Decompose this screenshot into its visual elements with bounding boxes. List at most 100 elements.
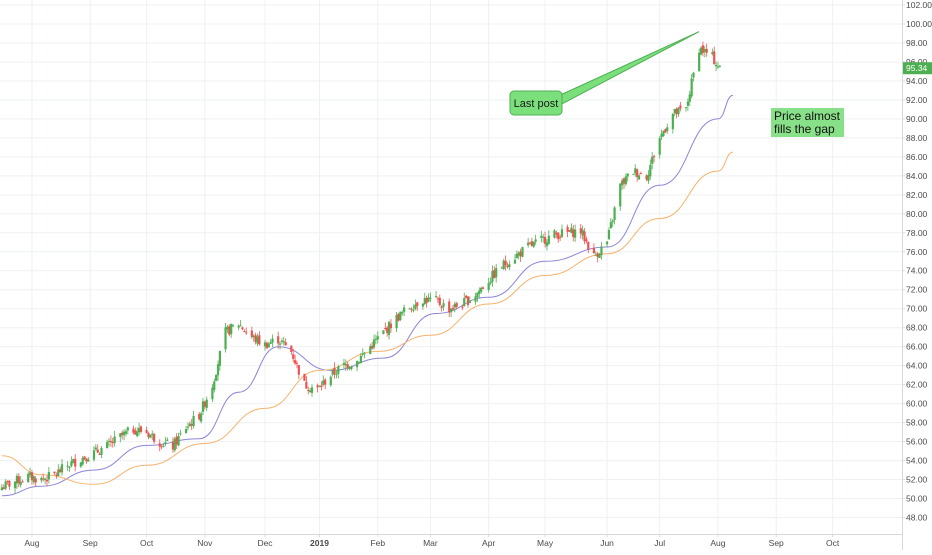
candle	[107, 437, 111, 447]
candle	[647, 170, 650, 184]
candle	[57, 464, 60, 477]
candle-body	[716, 66, 720, 68]
candle-body	[651, 156, 654, 164]
candle	[399, 311, 402, 322]
candle-body	[320, 385, 323, 388]
candle	[278, 341, 282, 350]
moving-average-line-2	[1, 151, 734, 485]
time-axis-label: Mar	[423, 538, 438, 548]
time-axis-label: Oct	[826, 538, 840, 548]
candle	[32, 475, 35, 485]
candle	[295, 360, 299, 369]
candle-body	[558, 236, 562, 238]
candle	[465, 294, 468, 299]
candle	[468, 296, 471, 304]
price-axis-label: 80.00	[906, 209, 928, 219]
candle-body	[198, 414, 201, 420]
candle-body	[677, 107, 680, 115]
last-price-marker	[903, 62, 932, 75]
candle-body	[2, 487, 5, 489]
candle-body	[205, 399, 208, 408]
candle	[145, 426, 148, 434]
candle	[6, 480, 9, 485]
price-axis-label: 72.00	[906, 285, 928, 295]
candle	[481, 286, 485, 290]
candle-body	[224, 327, 227, 350]
candle-body	[703, 49, 706, 53]
candle	[557, 232, 560, 243]
candle	[139, 425, 143, 434]
candle	[453, 301, 456, 313]
price-axis[interactable]: 48.00 50.00 52.00 54.00 56.00 58.00 60.00 62.00…	[902, 0, 932, 550]
candle-body	[179, 433, 182, 435]
candle	[68, 465, 71, 472]
candle	[480, 286, 483, 294]
candle	[121, 430, 124, 440]
candle	[188, 421, 191, 427]
candle-body	[70, 461, 73, 467]
candle-body	[342, 363, 346, 365]
candle-body	[652, 156, 656, 158]
candle	[192, 410, 195, 429]
candle-body	[134, 430, 137, 435]
price-axis-label: 48.00	[906, 513, 928, 523]
candle-body	[596, 253, 599, 258]
candle-body	[74, 458, 77, 467]
candle	[489, 277, 492, 285]
candle	[451, 304, 455, 311]
candle	[307, 386, 310, 395]
candle-body	[60, 464, 64, 473]
candle	[619, 183, 622, 211]
candle	[34, 476, 37, 487]
price-axis-label: 62.00	[906, 380, 928, 390]
candle-body	[363, 352, 366, 354]
candle-body	[6, 480, 9, 482]
price-axis-label: 102.00	[906, 0, 932, 10]
candle	[348, 365, 351, 371]
candle	[387, 320, 391, 340]
candle	[455, 301, 458, 310]
candle-body	[132, 428, 135, 433]
candle	[42, 473, 45, 482]
candle	[662, 130, 665, 137]
candle	[395, 311, 398, 333]
candle-body	[438, 297, 441, 305]
candle	[545, 239, 549, 251]
candle-body	[527, 242, 530, 246]
candle	[463, 292, 466, 307]
candle	[581, 225, 584, 240]
candle	[231, 323, 235, 328]
time-axis[interactable]: Aug Sep Oct Nov Dec 2019 Feb Mar Apr May Jun Jul Aug…	[0, 534, 902, 550]
candle	[47, 467, 50, 484]
candle-body	[361, 353, 364, 355]
candle-body	[107, 440, 111, 442]
candle	[690, 74, 693, 99]
candle	[96, 444, 99, 454]
candle-body	[109, 441, 112, 443]
candle	[684, 107, 688, 112]
candle	[425, 295, 428, 308]
candle	[258, 331, 261, 346]
candle-body	[15, 475, 19, 484]
candle-body	[164, 442, 167, 444]
candle-body	[92, 450, 96, 460]
candle	[534, 234, 537, 245]
candle	[211, 383, 214, 403]
candle-body	[83, 456, 86, 460]
price-axis-label: 60.00	[906, 399, 928, 409]
candle	[190, 418, 193, 431]
candle-body	[284, 342, 287, 346]
price-axis-label: 86.00	[906, 152, 928, 162]
candle-body	[698, 52, 701, 72]
candle	[85, 458, 88, 464]
candle	[416, 301, 419, 311]
candle	[587, 241, 590, 254]
candle-body	[613, 207, 616, 220]
candle	[423, 292, 426, 306]
candle	[553, 229, 556, 239]
candle	[310, 384, 314, 397]
candle	[280, 338, 284, 345]
candle-body	[374, 338, 377, 340]
candle	[414, 299, 417, 311]
candle-body	[557, 232, 560, 240]
